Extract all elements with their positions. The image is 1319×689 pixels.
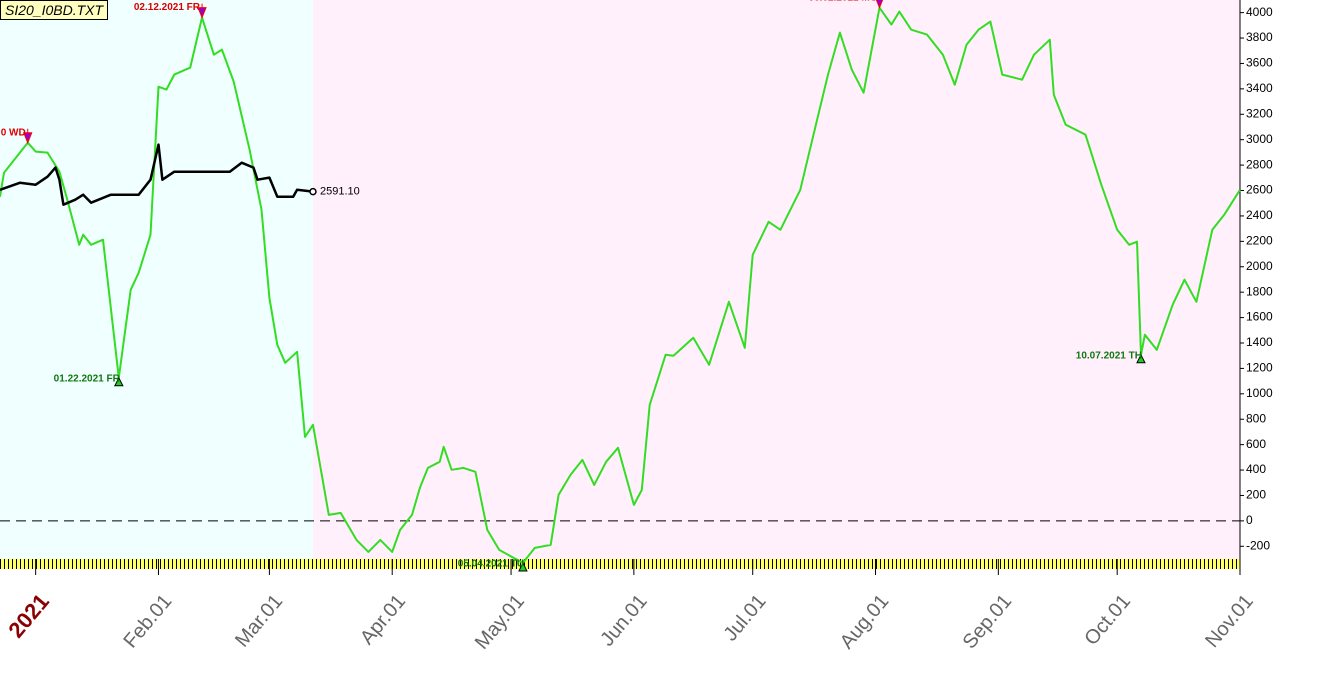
y-tick-label: 1200 [1246, 361, 1273, 375]
annotation-label: 08.02.2021 MO [809, 0, 878, 3]
y-tick-label: 1400 [1246, 335, 1273, 349]
y-tick-label: -200 [1246, 538, 1270, 552]
x-tick-label: 2021 [3, 589, 54, 643]
y-tick-label: 3800 [1246, 30, 1273, 44]
annotation-label: 10.07.2021 TH [1076, 350, 1142, 361]
region-forecast [313, 0, 1240, 559]
peak-marker [875, 0, 884, 10]
annotation-label: 05.04.2021 TU [458, 559, 524, 570]
x-tick-label: Mar.01 [231, 590, 287, 651]
y-tick-label: 3000 [1246, 132, 1273, 146]
y-tick-label: 2200 [1246, 234, 1273, 248]
y-tick-label: 200 [1246, 488, 1266, 502]
y-tick-label: 3200 [1246, 106, 1273, 120]
region-history [0, 0, 313, 559]
x-tick-label: Jun.01 [596, 590, 651, 650]
series-line [0, 143, 314, 206]
day-ticks [0, 559, 1240, 569]
annotation-label: 02.12.2021 FR [134, 2, 201, 13]
x-tick-label: Nov.01 [1201, 590, 1258, 652]
annotation-label: 0 WD [1, 127, 26, 138]
y-tick-label: 3600 [1246, 56, 1273, 70]
y-tick-label: 4000 [1246, 5, 1273, 19]
x-tick-label: May.01 [471, 590, 529, 653]
annotation-label: 01.22.2021 FR [54, 373, 121, 384]
x-tick-label: Jul.01 [719, 590, 770, 645]
trough-marker [114, 376, 124, 387]
y-tick-label: 2600 [1246, 183, 1273, 197]
x-tick-label: Feb.01 [119, 590, 176, 652]
y-tick-label: 1800 [1246, 284, 1273, 298]
trough-marker [1136, 353, 1146, 364]
y-tick-label: 2400 [1246, 208, 1273, 222]
x-tick-label: Sep.01 [959, 590, 1017, 653]
y-tick-label: 1000 [1246, 386, 1273, 400]
series-line [0, 6, 1241, 564]
y-tick-label: 2800 [1246, 157, 1273, 171]
x-tick-label: Apr.01 [356, 590, 410, 648]
trough-marker [518, 561, 528, 572]
y-tick-label: 3400 [1246, 81, 1273, 95]
last-value-label: 2591.10 [320, 186, 360, 198]
y-tick-label: 1600 [1246, 310, 1273, 324]
y-tick-label: 600 [1246, 437, 1266, 451]
y-tick-label: 800 [1246, 411, 1266, 425]
chart-title: SI20_I0BD.TXT [0, 0, 109, 20]
y-tick-label: 2000 [1246, 259, 1273, 273]
last-point [309, 187, 317, 196]
y-tick-label: 0 [1246, 513, 1253, 527]
x-tick-label: Aug.01 [836, 590, 894, 653]
x-tick-label: Oct.01 [1080, 590, 1135, 649]
y-tick-label: 400 [1246, 462, 1266, 476]
